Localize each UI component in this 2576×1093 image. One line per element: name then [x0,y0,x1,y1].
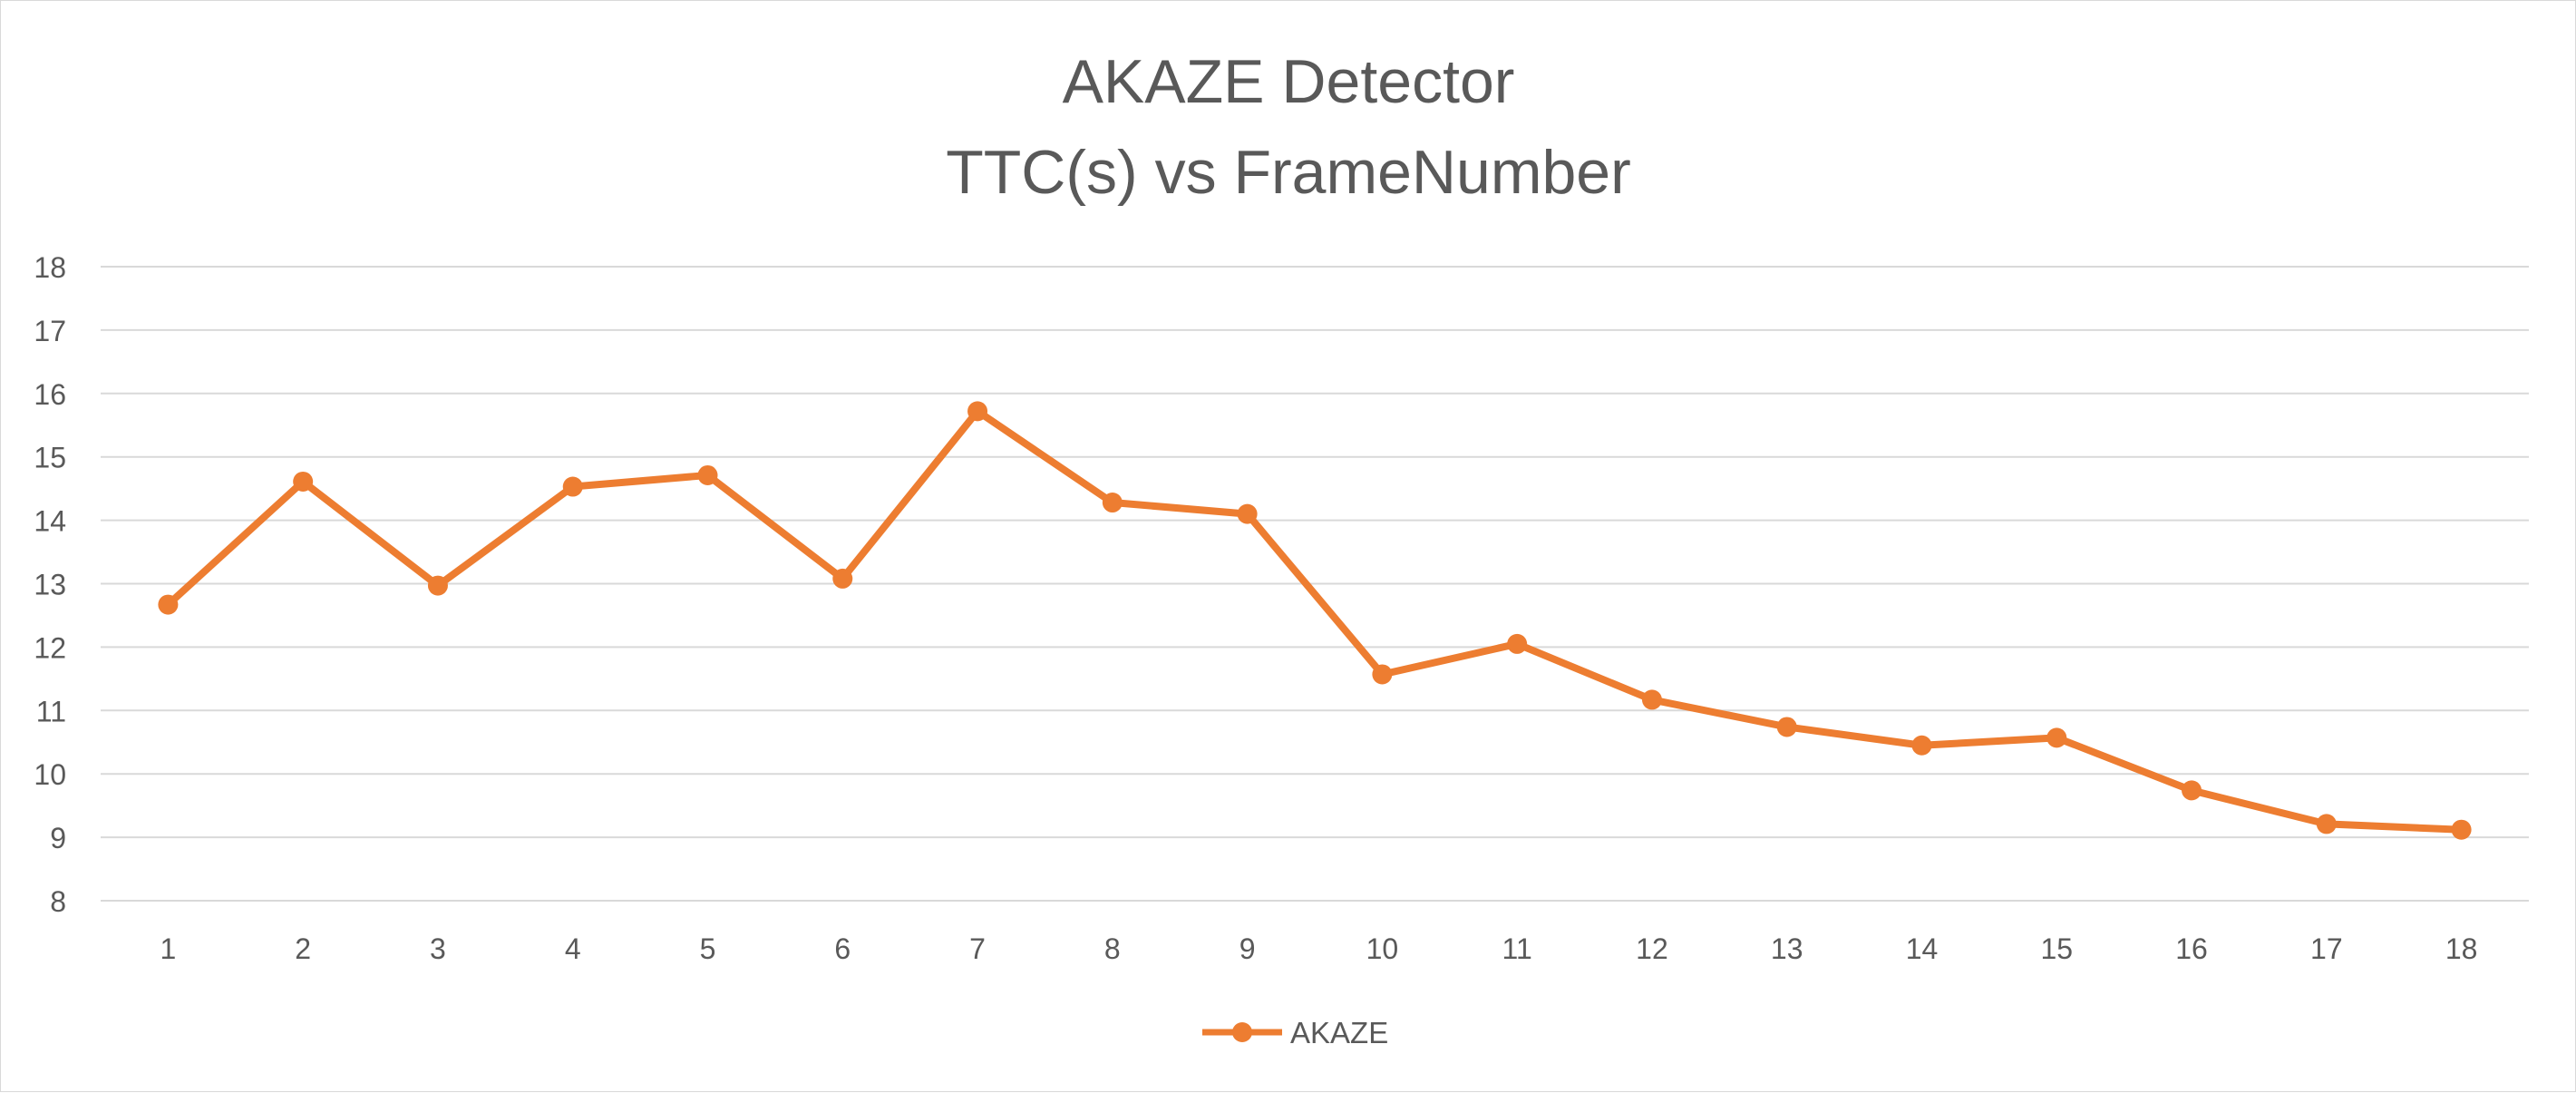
x-tick-label: 17 [2310,932,2343,965]
x-tick-label: 8 [1104,932,1121,965]
y-tick-label: 15 [34,442,66,474]
gridlines [101,266,2529,902]
series-line-akaze [164,407,2465,834]
x-tick-label: 4 [565,932,581,965]
y-tick-label: 12 [34,631,66,664]
data-point-18 [2451,819,2472,840]
y-tick-label: 14 [34,505,66,538]
data-point-7 [967,401,988,422]
legend: AKAZE [1202,1016,1388,1049]
x-tick-label: 14 [1906,932,1939,965]
data-point-13 [1776,717,1797,737]
x-axis-ticks: 1 2 3 4 5 6 7 8 9 10 11 12 13 14 15 16 17 18 [160,932,2477,965]
data-point-6 [832,568,853,589]
legend-swatch-marker [1232,1022,1252,1042]
y-axis-ticks: 8 9 10 11 12 13 14 15 16 17 18 [34,251,66,918]
data-point-16 [2182,780,2202,801]
data-point-15 [2046,727,2067,748]
chart-subtitle: TTC(s) vs FrameNumber [946,138,1631,207]
y-tick-label: 18 [34,251,66,284]
y-tick-label: 16 [34,378,66,411]
y-tick-label: 11 [36,695,66,727]
y-tick-label: 13 [34,569,66,601]
x-tick-label: 7 [969,932,986,965]
data-point-4 [562,476,583,497]
x-tick-label: 2 [295,932,311,965]
y-tick-label: 8 [50,885,66,918]
data-point-12 [1641,689,1662,710]
x-tick-label: 6 [834,932,851,965]
x-tick-label: 12 [1636,932,1668,965]
data-point-17 [2316,814,2337,834]
y-tick-label: 10 [34,758,66,791]
x-tick-label: 16 [2175,932,2208,965]
y-tick-label: 9 [50,822,66,854]
data-point-9 [1237,503,1258,524]
data-point-1 [158,594,179,615]
x-tick-label: 3 [430,932,446,965]
x-tick-label: 9 [1239,932,1256,965]
x-tick-label: 13 [1771,932,1803,965]
y-tick-label: 17 [34,315,66,347]
chart-title: AKAZE Detector [1063,47,1515,116]
data-point-11 [1507,633,1528,654]
x-tick-label: 5 [700,932,716,965]
data-point-2 [293,471,314,492]
data-point-3 [427,575,448,596]
data-point-14 [1911,735,1932,756]
data-point-8 [1102,493,1123,513]
data-point-5 [697,464,718,485]
series-akaze [158,401,2472,840]
x-tick-label: 1 [160,932,176,965]
x-tick-label: 15 [2040,932,2073,965]
x-tick-label: 11 [1502,932,1532,965]
x-tick-label: 18 [2445,932,2478,965]
x-tick-label: 10 [1366,932,1399,965]
legend-label-akaze: AKAZE [1290,1016,1388,1049]
data-point-10 [1372,664,1393,685]
